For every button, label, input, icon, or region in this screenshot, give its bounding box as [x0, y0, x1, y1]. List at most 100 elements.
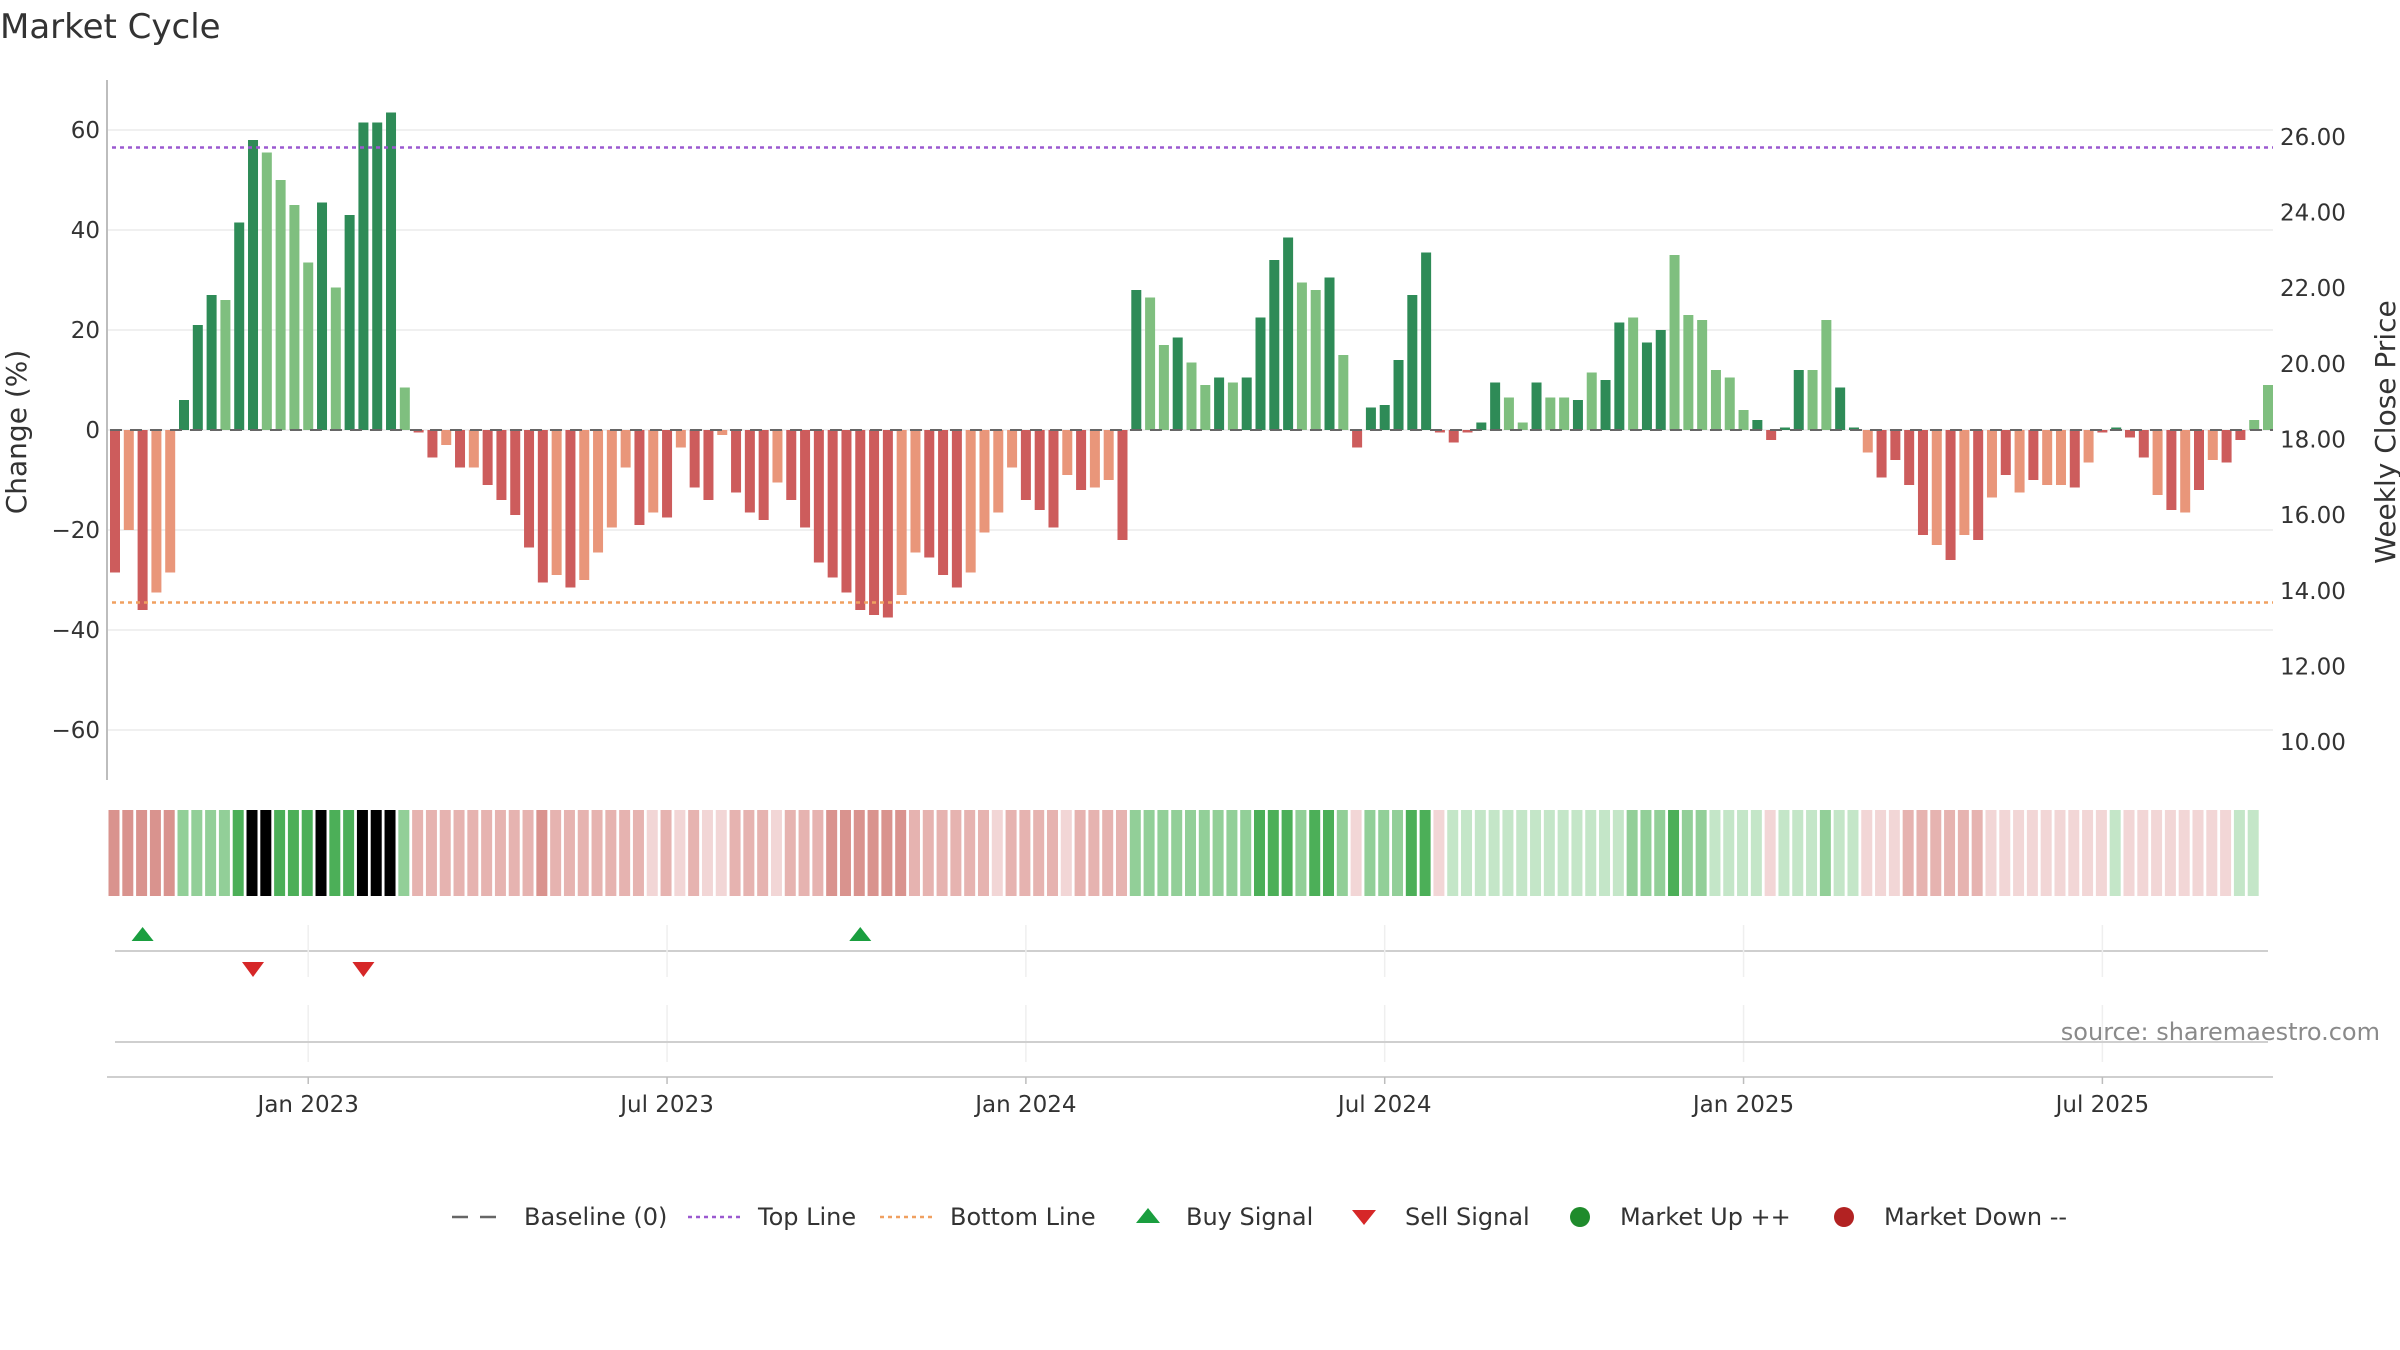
bar — [744, 430, 755, 513]
strip-cell — [1875, 810, 1887, 896]
bar — [1241, 377, 1252, 430]
strip-cell — [2192, 810, 2204, 896]
bar — [1876, 430, 1887, 478]
strip-cell — [1419, 810, 1431, 896]
strip-cell — [522, 810, 534, 896]
legend-item: Bottom Line — [880, 1203, 1096, 1231]
strip-cell — [2137, 810, 2149, 896]
strip-cell — [1916, 810, 1928, 896]
bar — [1172, 337, 1183, 430]
bar — [1890, 430, 1901, 460]
bar — [1227, 382, 1238, 430]
bar — [827, 430, 838, 578]
signal-markers — [131, 927, 872, 977]
strip-cell — [1323, 810, 1335, 896]
strip-cell — [1019, 810, 1031, 896]
strip-cell — [936, 810, 948, 896]
strip-cell — [1074, 810, 1086, 896]
bar — [1131, 290, 1142, 430]
x-tick-label: Jul 2023 — [618, 1092, 714, 1118]
bar — [1062, 430, 1073, 475]
bar — [2083, 430, 2094, 463]
bar — [344, 215, 355, 430]
bar — [1034, 430, 1045, 510]
strip-cell — [1792, 810, 1804, 896]
strip-cell — [1198, 810, 1210, 896]
strip-cell — [1295, 810, 1307, 896]
change-bars — [110, 112, 2273, 618]
legend-item: Market Up ++ — [1570, 1203, 1791, 1231]
strip-cell — [1654, 810, 1666, 896]
right-y-tick-label: 14.00 — [2280, 579, 2346, 605]
bar — [2207, 430, 2218, 460]
strip-cell — [563, 810, 575, 896]
strip-cell — [1185, 810, 1196, 896]
bar — [275, 180, 286, 430]
strip-cell — [1115, 810, 1127, 896]
bar — [2193, 430, 2204, 490]
buy-signal-marker — [131, 927, 154, 941]
strip-cell — [964, 810, 976, 896]
bar — [192, 325, 203, 430]
bar — [772, 430, 783, 483]
legend-label: Top Line — [757, 1203, 856, 1231]
right-y-tick-label: 24.00 — [2280, 200, 2346, 226]
bar — [1917, 430, 1928, 535]
bar — [675, 430, 686, 448]
strip-cell — [1985, 810, 1997, 896]
bar — [1186, 362, 1197, 430]
strip-cell — [108, 810, 120, 896]
bar — [1296, 282, 1307, 430]
strip-cell — [2233, 810, 2245, 896]
strip-cell — [1060, 810, 1072, 896]
bar — [689, 430, 700, 488]
bar — [496, 430, 507, 500]
strip-cell — [1902, 810, 1914, 896]
strip-cell — [1971, 810, 1983, 896]
regime-heat-strip — [108, 810, 2259, 896]
bar — [896, 430, 907, 595]
strip-cell — [1888, 810, 1900, 896]
buy-signal-marker — [849, 927, 872, 941]
x-tick-label: Jan 2025 — [1691, 1092, 1794, 1118]
strip-cell — [1461, 810, 1473, 896]
bar — [924, 430, 935, 558]
strip-cell — [2220, 810, 2232, 896]
bar — [1048, 430, 1059, 528]
bar — [993, 430, 1004, 513]
bar — [951, 430, 962, 588]
bar — [317, 202, 328, 430]
bar — [1338, 355, 1349, 430]
bar — [1683, 315, 1694, 430]
legend-item: Buy Signal — [1136, 1203, 1313, 1231]
legend-label: Sell Signal — [1405, 1203, 1530, 1231]
strip-cell — [839, 810, 851, 896]
strip-cell — [260, 810, 272, 896]
right-y-axis-label: Weekly Close Price — [2369, 300, 2400, 563]
bar — [1904, 430, 1915, 485]
strip-cell — [1612, 810, 1624, 896]
bar — [1503, 397, 1514, 430]
strip-cell — [2054, 810, 2066, 896]
strip-cell — [1129, 810, 1141, 896]
strip-cell — [1033, 810, 1045, 896]
bar — [468, 430, 479, 468]
bar — [1214, 377, 1225, 430]
right-y-tick-label: 22.00 — [2280, 276, 2346, 302]
bar — [2055, 430, 2066, 485]
strip-cell — [715, 810, 727, 896]
strip-cell — [646, 810, 658, 896]
bar — [358, 122, 369, 430]
strip-cell — [218, 810, 230, 896]
bar — [427, 430, 438, 458]
strip-cell — [605, 810, 617, 896]
strip-cell — [191, 810, 203, 896]
bar — [248, 140, 259, 430]
strip-cell — [1778, 810, 1790, 896]
bar — [1145, 297, 1156, 430]
bar — [1945, 430, 1956, 560]
bar — [1393, 360, 1404, 430]
bar — [1669, 255, 1680, 430]
bar — [1007, 430, 1018, 468]
bar — [1807, 370, 1818, 430]
